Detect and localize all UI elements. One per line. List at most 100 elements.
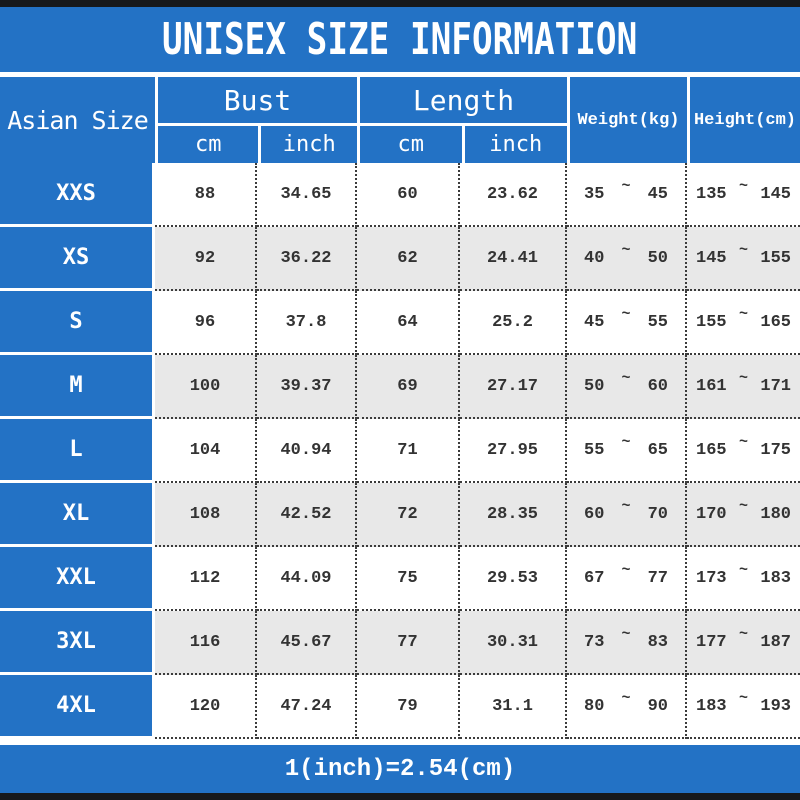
size-label-cell: XXL xyxy=(0,547,155,611)
height-min: 177 xyxy=(696,632,727,652)
length-cm-cell: 72 xyxy=(357,483,460,547)
height-max: 165 xyxy=(760,312,791,332)
weight-min: 60 xyxy=(584,504,605,524)
tilde-glyph: ~ xyxy=(621,625,631,643)
tilde-glyph: ~ xyxy=(621,497,631,515)
table-row: XL 108 42.52 72 28.35 60 ~ 70 170 ~ 180 xyxy=(0,483,800,547)
bust-inch-cell: 34.65 xyxy=(257,163,357,227)
height-range-cell: 173 ~ 183 xyxy=(687,547,800,611)
size-label-cell: 3XL xyxy=(0,611,155,675)
bust-cm-cell: 108 xyxy=(155,483,257,547)
length-cm-cell: 62 xyxy=(357,227,460,291)
bust-cm-cell: 112 xyxy=(155,547,257,611)
length-inch-cell: 28.35 xyxy=(460,483,567,547)
height-min: 161 xyxy=(696,376,727,396)
weight-range-cell: 80 ~ 90 xyxy=(567,675,687,739)
weight-range-cell: 55 ~ 65 xyxy=(567,419,687,483)
weight-range-cell: 45 ~ 55 xyxy=(567,291,687,355)
length-inch-cell: 25.2 xyxy=(460,291,567,355)
height-range-cell: 155 ~ 165 xyxy=(687,291,800,355)
bust-inch-cell: 40.94 xyxy=(257,419,357,483)
weight-max: 50 xyxy=(647,248,668,268)
tilde-glyph: ~ xyxy=(621,689,631,707)
table-header: Asian Size Bust cm inch Length cm inch W… xyxy=(0,77,800,163)
header-length-inch: inch xyxy=(461,126,568,163)
table-row: 4XL 120 47.24 79 31.1 80 ~ 90 183 ~ 193 xyxy=(0,675,800,739)
length-cm-cell: 79 xyxy=(357,675,460,739)
tilde-glyph: ~ xyxy=(738,433,748,451)
length-inch-cell: 27.95 xyxy=(460,419,567,483)
header-bust-inch: inch xyxy=(258,126,357,163)
weight-range-cell: 40 ~ 50 xyxy=(567,227,687,291)
weight-max: 77 xyxy=(647,568,668,588)
height-min: 173 xyxy=(696,568,727,588)
length-cm-cell: 60 xyxy=(357,163,460,227)
weight-max: 90 xyxy=(647,696,668,716)
weight-min: 40 xyxy=(584,248,605,268)
bust-inch-cell: 37.8 xyxy=(257,291,357,355)
weight-max: 70 xyxy=(647,504,668,524)
size-label-cell: S xyxy=(0,291,155,355)
height-max: 180 xyxy=(760,504,791,524)
bust-cm-cell: 104 xyxy=(155,419,257,483)
height-min: 155 xyxy=(696,312,727,332)
weight-min: 45 xyxy=(584,312,605,332)
length-cm-cell: 69 xyxy=(357,355,460,419)
table-row: L 104 40.94 71 27.95 55 ~ 65 165 ~ 175 xyxy=(0,419,800,483)
length-inch-cell: 30.31 xyxy=(460,611,567,675)
header-length-label: Length xyxy=(412,83,515,117)
bust-cm-cell: 116 xyxy=(155,611,257,675)
height-max: 187 xyxy=(760,632,791,652)
height-max: 145 xyxy=(760,184,791,204)
weight-min: 50 xyxy=(584,376,605,396)
height-max: 193 xyxy=(760,696,791,716)
table-row: 3XL 116 45.67 77 30.31 73 ~ 83 177 ~ 187 xyxy=(0,611,800,675)
table-row: M 100 39.37 69 27.17 50 ~ 60 161 ~ 171 xyxy=(0,355,800,419)
weight-max: 83 xyxy=(647,632,668,652)
height-range-cell: 170 ~ 180 xyxy=(687,483,800,547)
height-min: 170 xyxy=(696,504,727,524)
weight-max: 55 xyxy=(647,312,668,332)
length-cm-cell: 77 xyxy=(357,611,460,675)
tilde-glyph: ~ xyxy=(738,305,748,323)
tilde-glyph: ~ xyxy=(738,689,748,707)
height-min: 145 xyxy=(696,248,727,268)
table-body: XXS 88 34.65 60 23.62 35 ~ 45 135 ~ 145 … xyxy=(0,163,800,739)
height-range-cell: 183 ~ 193 xyxy=(687,675,800,739)
weight-min: 73 xyxy=(584,632,605,652)
height-range-cell: 165 ~ 175 xyxy=(687,419,800,483)
bust-cm-cell: 96 xyxy=(155,291,257,355)
length-cm-cell: 64 xyxy=(357,291,460,355)
height-min: 165 xyxy=(696,440,727,460)
height-range-cell: 161 ~ 171 xyxy=(687,355,800,419)
table-row: XXL 112 44.09 75 29.53 67 ~ 77 173 ~ 183 xyxy=(0,547,800,611)
length-inch-cell: 23.62 xyxy=(460,163,567,227)
table-row: XS 92 36.22 62 24.41 40 ~ 50 145 ~ 155 xyxy=(0,227,800,291)
bust-cm-cell: 100 xyxy=(155,355,257,419)
weight-max: 65 xyxy=(647,440,668,460)
tilde-glyph: ~ xyxy=(738,241,748,259)
header-group-bust: Bust cm inch xyxy=(155,77,357,163)
tilde-glyph: ~ xyxy=(738,497,748,515)
bust-inch-cell: 47.24 xyxy=(257,675,357,739)
tilde-glyph: ~ xyxy=(621,369,631,387)
header-length-cm: cm xyxy=(397,132,425,157)
conversion-note: 1(inch)=2.54(cm) xyxy=(284,755,516,783)
height-max: 175 xyxy=(760,440,791,460)
tilde-glyph: ~ xyxy=(738,561,748,579)
size-label-cell: XXS xyxy=(0,163,155,227)
header-bust-subrow: cm inch xyxy=(158,123,357,163)
table-row: S 96 37.8 64 25.2 45 ~ 55 155 ~ 165 xyxy=(0,291,800,355)
footer-divider xyxy=(0,739,800,745)
bust-cm-cell: 120 xyxy=(155,675,257,739)
title-divider xyxy=(0,72,800,77)
weight-max: 45 xyxy=(647,184,668,204)
header-bust-label: Bust xyxy=(223,83,292,117)
bust-cm-cell: 88 xyxy=(155,163,257,227)
weight-max: 60 xyxy=(647,376,668,396)
height-max: 171 xyxy=(760,376,791,396)
size-label-cell: L xyxy=(0,419,155,483)
weight-range-cell: 67 ~ 77 xyxy=(567,547,687,611)
header-bust-cm: cm xyxy=(194,132,222,157)
